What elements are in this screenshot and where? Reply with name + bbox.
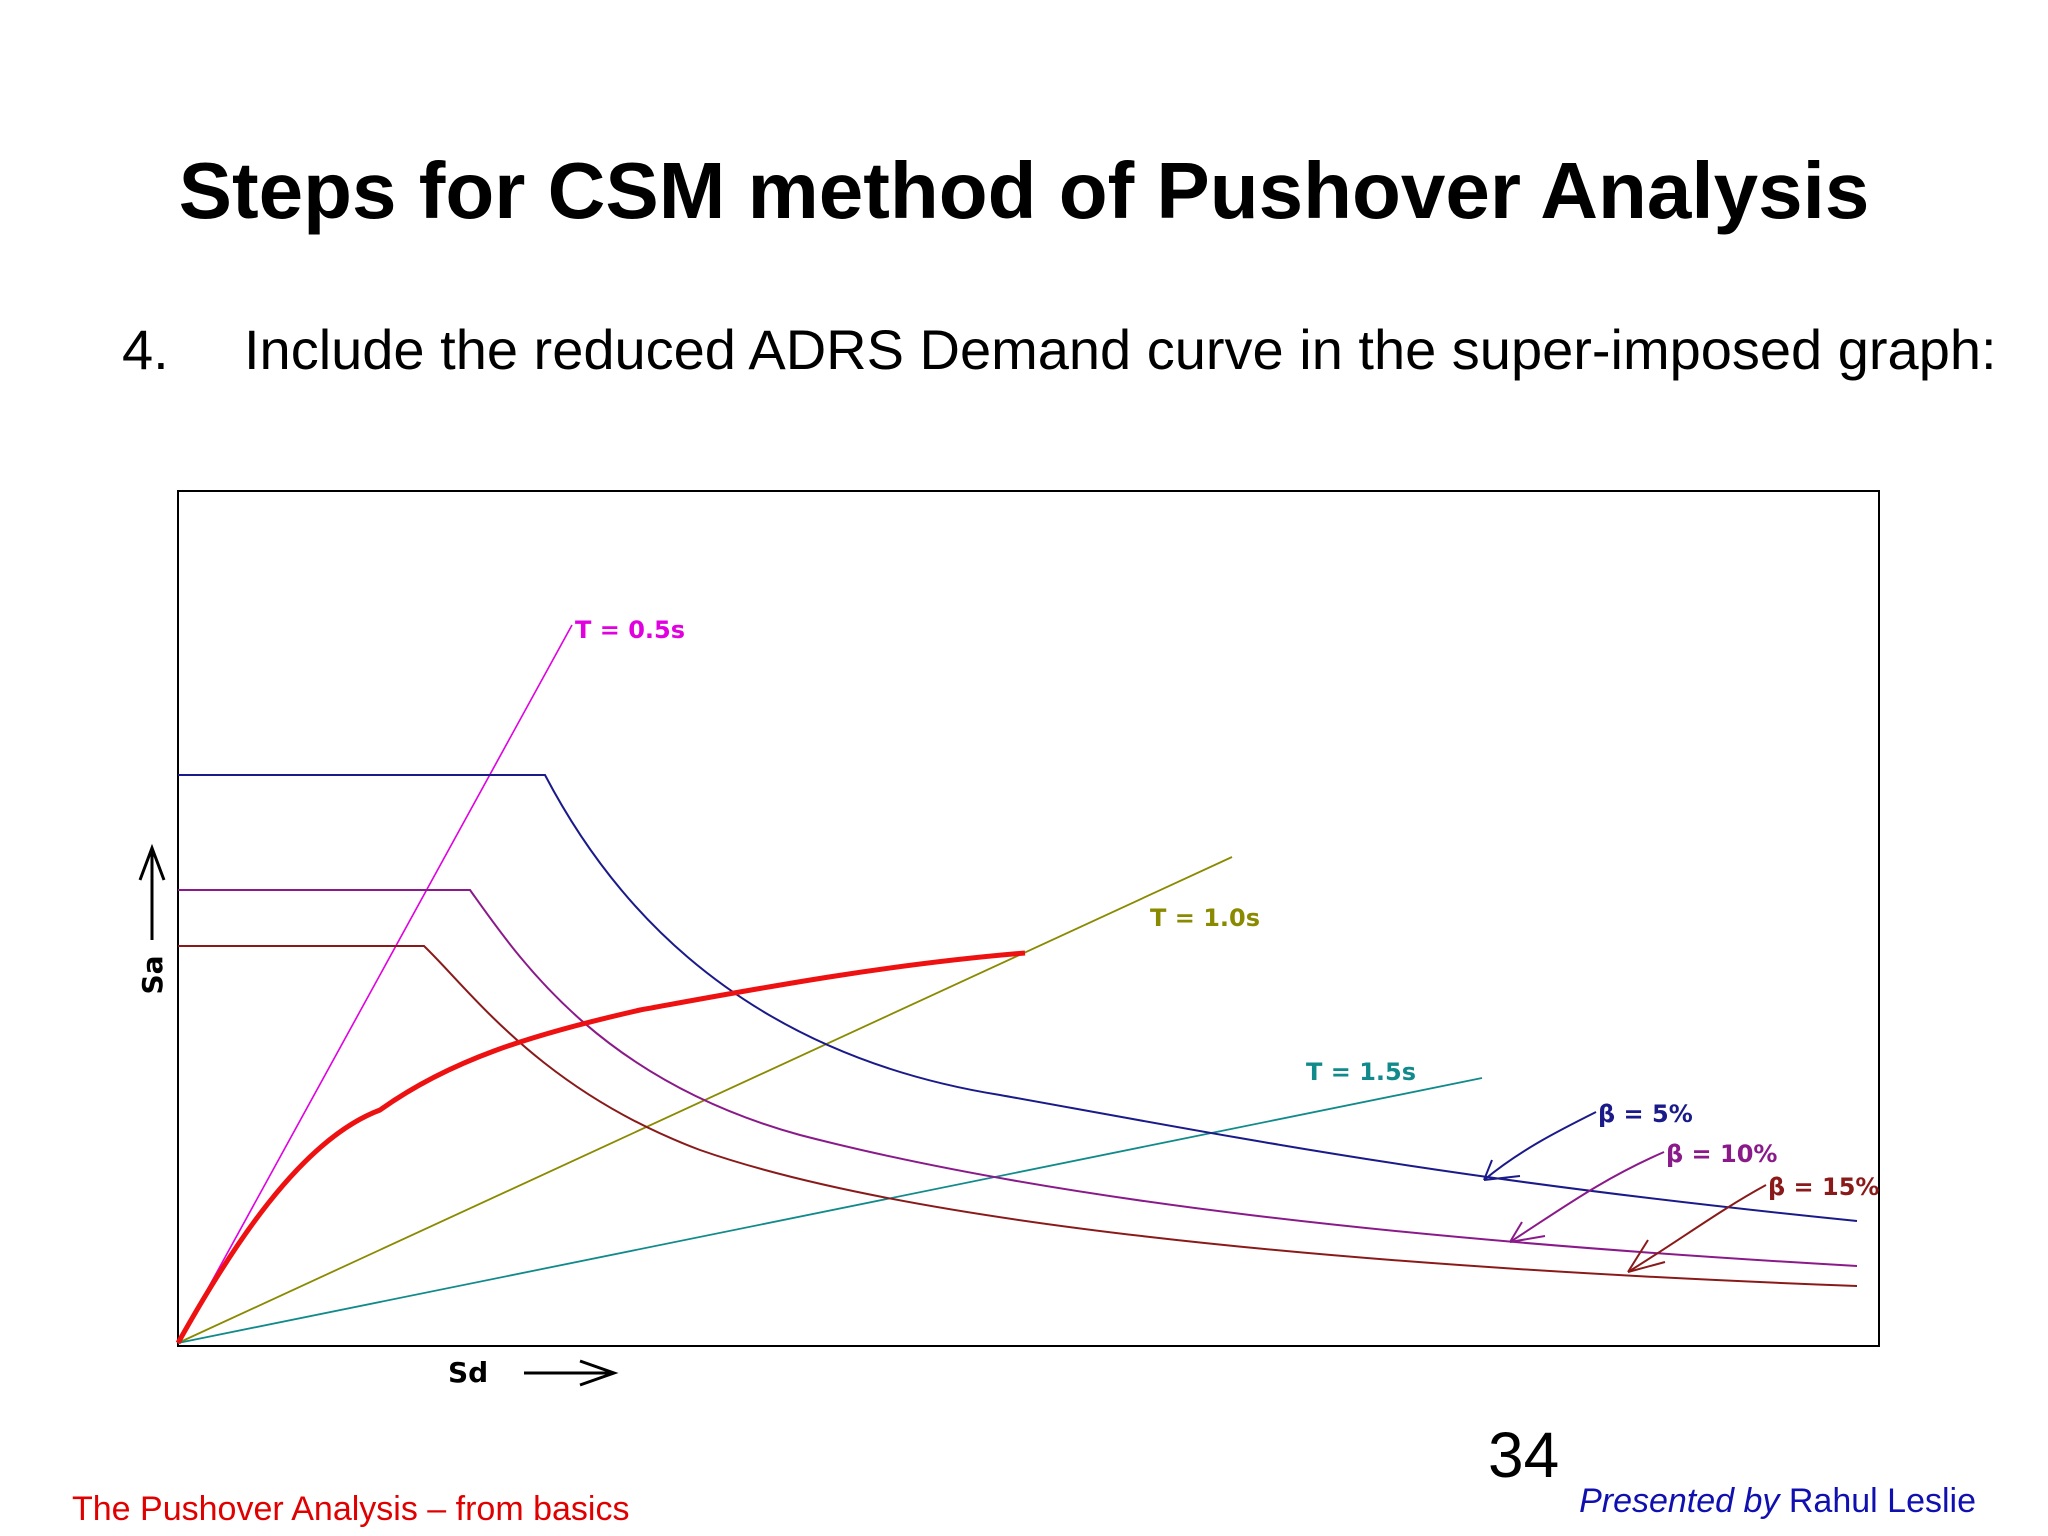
label-beta-15pct: β = 15% xyxy=(1768,1173,1879,1201)
label-t-0-5s: T = 0.5s xyxy=(575,616,685,644)
arrow-beta-15pct xyxy=(1627,1184,1767,1273)
footer-right-name: Rahul Leslie xyxy=(1788,1482,1976,1520)
period-line-0-5s xyxy=(177,624,573,1344)
period-line-1-5s xyxy=(177,1077,1483,1344)
x-axis-label: Sd xyxy=(448,1356,488,1389)
label-beta-5pct: β = 5% xyxy=(1598,1100,1693,1128)
capacity-spectrum-figure: T = 0.5s T = 1.0s T = 1.5s β = 5% β = 10… xyxy=(136,490,1880,1389)
demand-curve-15pct xyxy=(178,945,1858,1287)
footer-right-italic: Presented by xyxy=(1579,1482,1780,1520)
page-number: 34 xyxy=(1488,1419,1560,1491)
y-axis-arrow xyxy=(138,843,166,940)
label-t-1-0s: T = 1.0s xyxy=(1150,904,1260,932)
footer-right: Presented by Rahul Leslie xyxy=(1579,1482,1976,1521)
step-text: Include the reduced ADRS Demand curve in… xyxy=(244,318,1997,381)
label-beta-10pct: β = 10% xyxy=(1666,1140,1777,1168)
footer-left: The Pushover Analysis – from basics xyxy=(72,1490,630,1528)
demand-curve-5pct xyxy=(178,774,1858,1222)
plot-frame xyxy=(177,490,1880,1347)
capacity-curve xyxy=(175,950,1026,1345)
step-number: 4. xyxy=(122,318,169,381)
label-t-1-5s: T = 1.5s xyxy=(1306,1058,1416,1086)
arrow-beta-10pct xyxy=(1509,1151,1665,1243)
slide-title: Steps for CSM method of Pushover Analysi… xyxy=(178,146,1870,235)
y-axis-label: Sa xyxy=(136,955,169,994)
x-axis-arrow xyxy=(524,1359,619,1387)
arrow-beta-5pct xyxy=(1483,1111,1597,1181)
